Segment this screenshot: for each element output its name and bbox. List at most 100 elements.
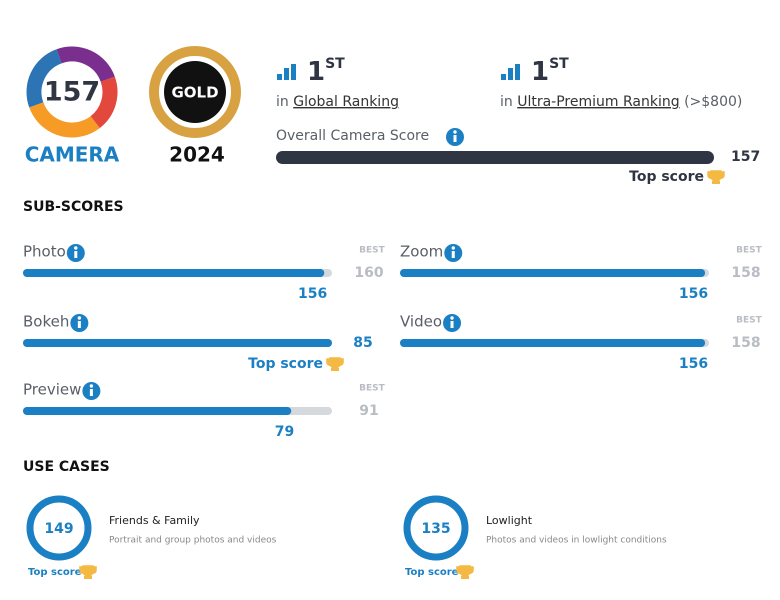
info-stem — [450, 321, 454, 328]
badge-ring-segment — [26, 46, 118, 138]
ranking-icon-bar — [508, 68, 513, 80]
sub-score-value: 156 — [298, 286, 327, 302]
ranking-icon-bar — [277, 74, 282, 80]
use-case-score: 135 — [421, 521, 450, 537]
sub-score-top: Top score — [248, 356, 323, 372]
info-dot — [77, 316, 82, 320]
use-case-score: 149 — [44, 521, 73, 537]
ranking-line: in Global Ranking — [276, 94, 399, 110]
best-label: BEST — [359, 246, 385, 256]
info-dot — [450, 316, 454, 320]
sub-score-name: Zoom — [400, 243, 443, 261]
ranking-line: in Ultra-Premium Ranking (>$800) — [500, 94, 742, 110]
best-label: BEST — [359, 384, 385, 394]
info-stem — [74, 251, 78, 258]
info-icon[interactable] — [446, 128, 464, 146]
best-value: 160 — [354, 265, 383, 281]
trophy-icon — [707, 170, 725, 184]
sub-score-bar — [23, 269, 325, 277]
sub-score-bar — [23, 339, 332, 347]
ranking-icon-bar — [284, 68, 289, 80]
ranking-suffix: ST — [549, 56, 569, 72]
use-case-ring — [403, 495, 469, 561]
overall-top: Top score — [629, 169, 704, 185]
ranking-rank: 1 — [531, 57, 549, 87]
ranking-icon — [501, 64, 520, 80]
best-label: BEST — [736, 246, 762, 256]
sub-score-value: 156 — [679, 356, 708, 372]
info-dot — [451, 246, 455, 250]
use-case-name: Lowlight — [486, 514, 533, 527]
use-case-ring — [26, 495, 92, 561]
ranking-note: (>$800) — [684, 94, 742, 110]
trophy-base — [461, 576, 469, 579]
ranking-link[interactable]: Global Ranking — [293, 94, 399, 110]
badge-inner — [45, 65, 99, 119]
sub-score-value: 156 — [679, 286, 708, 302]
ranking-position: 1ST — [531, 56, 569, 87]
best-value: 91 — [359, 403, 378, 419]
use-case-name: Friends & Family — [109, 514, 200, 527]
trophy-icon — [79, 565, 97, 579]
overall-bar — [276, 151, 714, 164]
use-case-top: Top score — [28, 567, 82, 578]
info-icon[interactable] — [82, 382, 101, 400]
sub-score-name: Bokeh — [23, 313, 69, 331]
trophy-stem — [715, 178, 717, 182]
trophy-stem — [87, 573, 89, 577]
sub-score-bar — [400, 269, 706, 277]
trophy-base — [331, 368, 339, 371]
trophy-cup — [326, 357, 344, 369]
use-case-description: Photos and videos in lowlight conditions — [486, 536, 667, 546]
trophy-cup — [79, 565, 97, 577]
trophy-stem — [464, 573, 466, 577]
sub-score-value: 79 — [275, 424, 294, 440]
gold-ring — [149, 46, 241, 138]
sub-score-bar — [400, 339, 706, 347]
trophy-icon — [456, 565, 474, 579]
camera-badge-label: CAMERA — [25, 143, 120, 167]
best-value: 158 — [731, 265, 760, 281]
info-icon[interactable] — [66, 244, 85, 262]
sub-score-name: Photo — [23, 243, 66, 261]
ranking-suffix: ST — [325, 56, 345, 72]
info-icon[interactable] — [443, 314, 462, 332]
trophy-base — [84, 576, 92, 579]
ranking-icon-bar — [515, 64, 520, 80]
best-value: 158 — [731, 335, 760, 351]
use-case-top: Top score — [405, 567, 459, 578]
info-stem — [89, 389, 93, 396]
use-cases-title: USE CASES — [23, 459, 110, 475]
info-dot — [74, 246, 78, 250]
sub-scores-title: SUB-SCORES — [23, 199, 124, 215]
info-dot — [453, 130, 457, 134]
trophy-icon — [326, 357, 344, 371]
trophy-stem — [334, 365, 336, 369]
info-icon[interactable] — [70, 314, 89, 332]
best-label: BEST — [736, 316, 762, 326]
ranking-icon — [277, 64, 296, 80]
ranking-prefix: in — [500, 94, 513, 110]
ranking-icon-bar — [291, 64, 296, 80]
info-dot — [89, 384, 94, 388]
gold-inner — [164, 61, 226, 123]
ranking-rank: 1 — [307, 57, 325, 87]
use-case-description: Portrait and group photos and videos — [109, 536, 277, 546]
info-stem — [77, 321, 81, 328]
overall-score: 157 — [731, 149, 760, 165]
sub-score-value: 85 — [353, 335, 372, 351]
sub-score-bar — [23, 407, 292, 415]
ranking-position: 1ST — [307, 56, 345, 87]
sub-score-name: Preview — [23, 381, 81, 399]
info-stem — [451, 251, 455, 258]
sub-score-name: Video — [400, 313, 442, 331]
info-icon[interactable] — [444, 244, 463, 262]
gold-year: 2024 — [169, 143, 225, 167]
camera-badge-score: 157 — [44, 77, 100, 108]
ranking-prefix: in — [276, 94, 289, 110]
badge-ring-segment — [26, 46, 118, 138]
gold-label: GOLD — [171, 84, 218, 102]
trophy-base — [712, 181, 720, 184]
ranking-link[interactable]: Ultra-Premium Ranking — [517, 94, 679, 110]
